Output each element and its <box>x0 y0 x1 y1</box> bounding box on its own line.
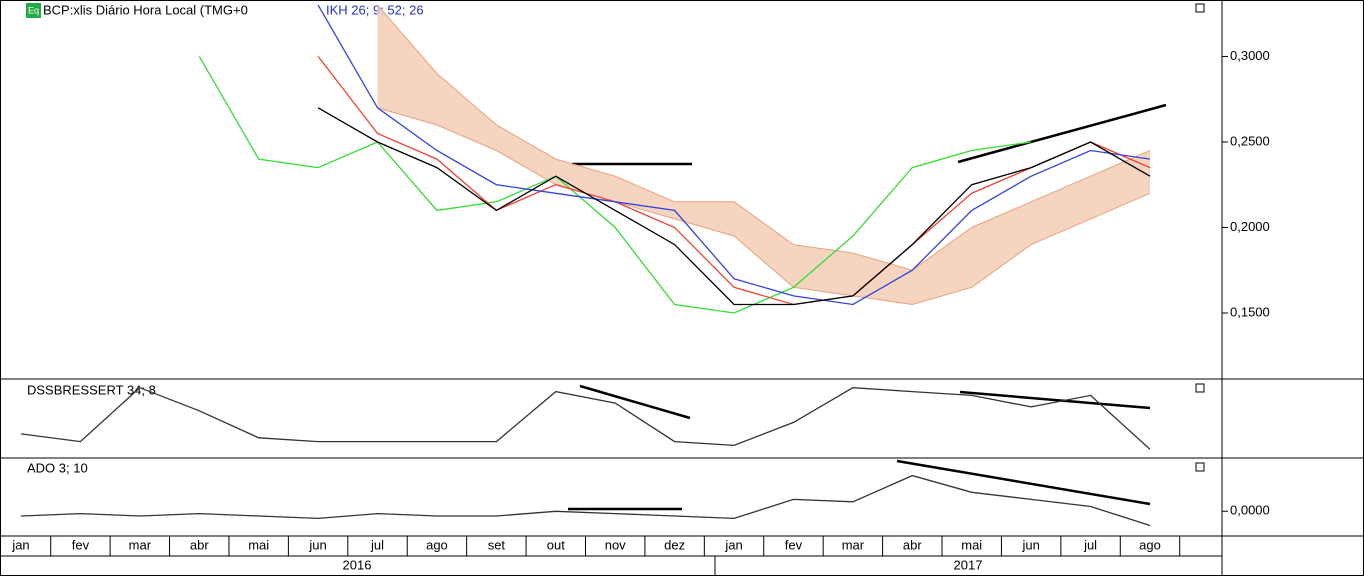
x-tick-label: jun <box>308 537 326 552</box>
x-tick-label: jun <box>1021 537 1039 552</box>
indicator-title[interactable]: IKH 26; 9; 52; 26 <box>326 2 424 17</box>
badge <box>26 3 41 18</box>
series-line <box>317 107 1151 306</box>
year-label: 2017 <box>954 557 983 572</box>
series-line <box>317 56 1151 306</box>
x-tick-label: fev <box>72 537 90 552</box>
series-line <box>317 4 1151 306</box>
x-tick-label: mar <box>842 537 865 552</box>
badge-text: Eq <box>28 5 39 15</box>
symbol-title[interactable]: BCP:xlis Diário Hora Local (TMG+0 <box>43 2 248 17</box>
trendline <box>579 384 691 420</box>
maximize-button[interactable] <box>1195 462 1205 472</box>
x-tick-label: jan <box>11 537 29 552</box>
y-tick-label: 0,2000 <box>1230 219 1270 234</box>
x-tick-label: ago <box>426 537 448 552</box>
trendline <box>896 459 1151 506</box>
x-tick-label: nov <box>605 537 626 552</box>
x-tick-label: out <box>547 537 565 552</box>
x-tick-label: fev <box>785 537 803 552</box>
y-tick-label: 0,1500 <box>1230 304 1270 319</box>
x-tick-label: abr <box>190 537 209 552</box>
y-tick-label: 0,2500 <box>1230 133 1270 148</box>
year-label: 2016 <box>343 557 372 572</box>
x-tick-label: set <box>488 537 506 552</box>
maximize-button[interactable] <box>1195 3 1205 13</box>
series-line <box>20 474 1151 527</box>
maximize-button[interactable] <box>1195 383 1205 393</box>
x-tick-label: mai <box>248 537 269 552</box>
pane-title[interactable]: DSSBRESSERT 34; 8 <box>27 382 156 397</box>
x-tick-label: jul <box>370 537 384 552</box>
pane-title[interactable]: ADO 3; 10 <box>27 460 88 475</box>
series-line <box>20 386 1151 450</box>
x-tick-label: jul <box>1083 537 1097 552</box>
x-tick-label: jan <box>724 537 742 552</box>
cloud-fill <box>377 5 1150 305</box>
trendline <box>959 390 1151 410</box>
x-tick-label: mar <box>129 537 152 552</box>
series-line <box>198 56 1032 314</box>
trendline <box>957 103 1167 164</box>
y-tick-label: 0,0000 <box>1230 503 1270 518</box>
x-tick-label: abr <box>903 537 922 552</box>
x-tick-label: mai <box>961 537 982 552</box>
cloud-edge <box>377 4 1151 271</box>
x-tick-label: ago <box>1139 537 1161 552</box>
y-tick-label: 0,3000 <box>1230 48 1270 63</box>
x-tick-label: dez <box>664 537 685 552</box>
cloud-edge <box>377 107 1151 306</box>
